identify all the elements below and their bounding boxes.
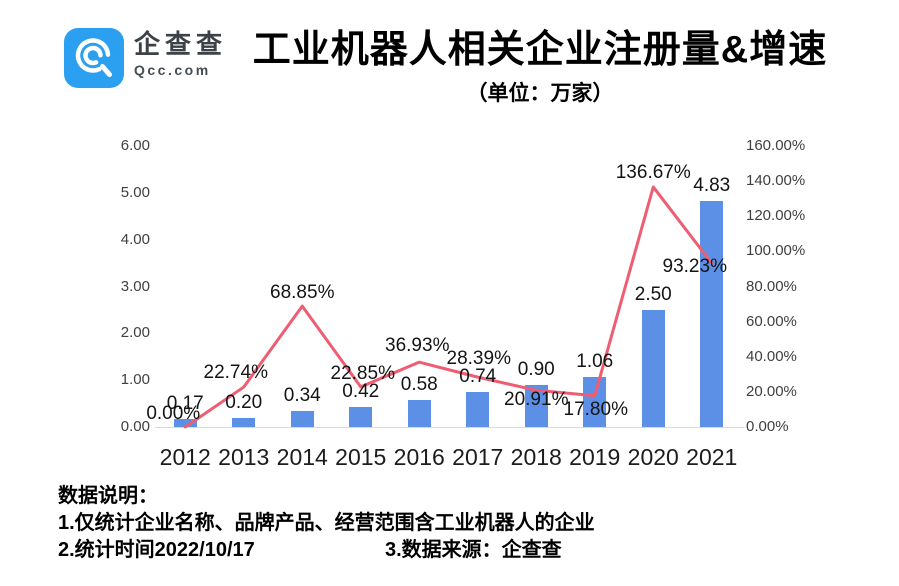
bar-2016 — [407, 399, 431, 427]
bar-2014 — [290, 411, 314, 427]
notes-row: 2.统计时间2022/10/17 3.数据来源：企查查 — [58, 537, 878, 564]
right-tick: 120.00% — [746, 207, 806, 225]
note-source: 3.数据来源：企查查 — [385, 539, 562, 561]
qcc-logo-text: 企查查 Qcc.com — [134, 28, 227, 78]
note-date: 2.统计时间2022/10/17 — [58, 539, 255, 561]
growth-line-layer — [183, 185, 714, 429]
x-axis-labels: 2012 2013 2014 2015 2016 2017 2018 2019 2020 2021 — [156, 444, 741, 470]
x-label-2020: 2020 — [627, 444, 679, 470]
bar-2017 — [466, 392, 490, 427]
x-label-2012: 2012 — [159, 444, 211, 470]
bar-2018 — [524, 384, 548, 427]
left-tick: 5.00 — [120, 183, 150, 201]
bar-2013 — [232, 417, 256, 427]
logo-domain: Qcc.com — [134, 62, 211, 78]
qcc-logo: 企查查 Qcc.com — [64, 28, 227, 88]
right-tick: 100.00% — [746, 242, 806, 260]
note-scope: 1.仅统计企业名称、品牌产品、经营范围含工业机器人的企业 — [58, 512, 595, 534]
left-tick: 1.00 — [120, 371, 150, 389]
chart-subtitle: （单位：万家） — [466, 82, 614, 105]
right-tick: 0.00% — [746, 418, 789, 435]
left-tick: 6.00 — [120, 137, 150, 154]
left-tick: 4.00 — [120, 230, 150, 248]
x-label-2019: 2019 — [569, 444, 621, 470]
left-tick: 0.00 — [120, 418, 150, 435]
bar-2020 — [641, 309, 665, 427]
bar-2015 — [349, 407, 373, 427]
right-tick: 20.00% — [746, 382, 797, 400]
x-label-2017: 2017 — [452, 444, 504, 470]
x-label-2015: 2015 — [335, 444, 387, 470]
bar-2019 — [583, 377, 607, 427]
x-label-2018: 2018 — [510, 444, 562, 470]
x-axis-line — [155, 427, 744, 428]
x-label-2014: 2014 — [276, 444, 328, 470]
x-label-2016: 2016 — [393, 444, 445, 470]
right-tick: 80.00% — [746, 277, 797, 295]
x-label-2021: 2021 — [686, 444, 738, 470]
bar-2012 — [173, 419, 197, 427]
qcc-logo-icon — [64, 28, 124, 88]
left-tick: 3.00 — [120, 277, 150, 295]
title-block: 工业机器人相关企业注册量&增速 （单位：万家） — [230, 28, 850, 107]
x-label-2013: 2013 — [218, 444, 270, 470]
chart-title: 工业机器人相关企业注册量&增速 — [252, 29, 828, 71]
plot-area — [156, 146, 741, 429]
notes-heading: 数据说明： — [58, 485, 158, 507]
right-tick: 160.00% — [746, 137, 806, 154]
right-tick: 140.00% — [746, 172, 806, 190]
right-tick: 60.00% — [746, 312, 797, 330]
right-tick: 40.00% — [746, 347, 797, 365]
left-tick: 2.00 — [120, 324, 150, 342]
growth-line — [183, 185, 714, 429]
logo-name: 企查查 — [134, 29, 228, 59]
data-notes: 数据说明： 1.仅统计企业名称、品牌产品、经营范围含工业机器人的企业 2.统计时… — [58, 483, 878, 564]
